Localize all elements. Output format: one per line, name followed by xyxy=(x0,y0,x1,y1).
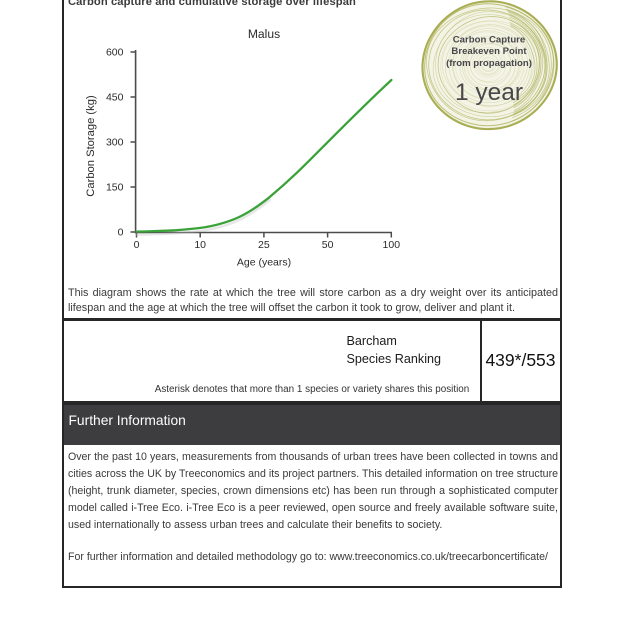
svg-text:300: 300 xyxy=(106,137,124,149)
svg-text:50: 50 xyxy=(322,239,334,251)
svg-text:(from propagation): (from propagation) xyxy=(446,58,532,69)
svg-text:450: 450 xyxy=(106,92,124,104)
svg-text:Breakeven Point: Breakeven Point xyxy=(451,46,527,57)
svg-text:600: 600 xyxy=(106,47,124,59)
svg-text:Age (years): Age (years) xyxy=(237,257,291,269)
svg-text:0: 0 xyxy=(118,227,124,239)
svg-text:Carbon Storage (kg): Carbon Storage (kg) xyxy=(85,95,97,197)
svg-text:100: 100 xyxy=(383,239,401,251)
svg-text:Carbon Capture: Carbon Capture xyxy=(453,35,526,46)
svg-text:Malus: Malus xyxy=(248,27,280,41)
svg-text:25: 25 xyxy=(258,239,270,251)
svg-text:150: 150 xyxy=(106,182,124,194)
svg-text:0: 0 xyxy=(134,239,140,251)
svg-text:10: 10 xyxy=(194,239,206,251)
svg-text:1 year: 1 year xyxy=(455,79,523,106)
